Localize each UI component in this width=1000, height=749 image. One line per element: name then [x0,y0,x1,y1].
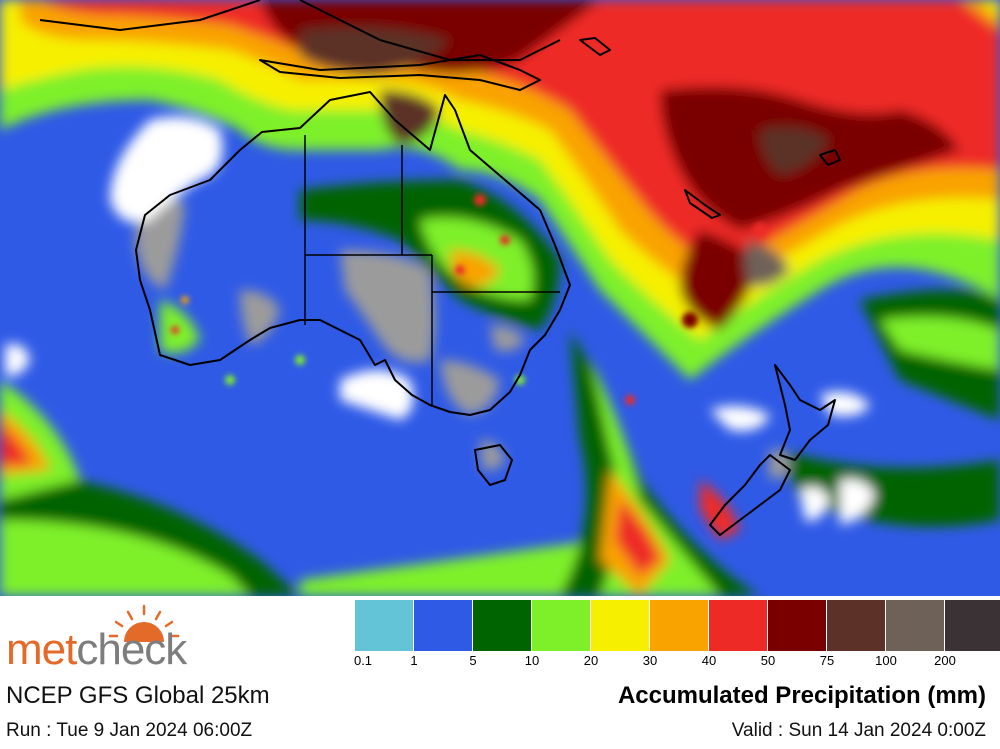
coastlines [39,0,841,536]
legend-swatch [945,600,1000,651]
nz-south-island [709,454,791,536]
legend-tick-label: 10 [524,653,540,668]
nz-north-island [774,364,836,461]
cell [682,312,698,328]
legend-swatches [355,600,1000,651]
legend-swatch [768,600,827,651]
cell [295,355,305,365]
logo-check: check [76,625,187,674]
logo-met: met [6,625,77,674]
sun-ray [114,620,124,628]
legend-swatch [709,600,768,651]
australia-coastline [135,91,571,416]
legend-ticks: 0.1 1 5 10 20 30 40 50 75 100 200 [353,651,1000,669]
cell [455,265,465,275]
color-legend: 0.1 1 5 10 20 30 40 50 75 100 200 [353,600,1000,669]
sun-icon [108,604,180,642]
cell [225,375,235,385]
run-label: Run : Tue 9 Jan 2024 06:00Z [6,720,253,741]
metcheck-logo: metcheck [4,604,234,674]
precip-field [0,0,1000,596]
cell [171,326,179,334]
footer: metcheck 0.1 1 5 10 20 30 40 50 75 100 200 NCEP GF… [0,596,1000,749]
precipitation-map-svg [0,0,1000,596]
sun-ray [164,620,174,628]
model-label: NCEP GFS Global 25km [6,682,270,709]
papua-coastline [259,54,541,91]
sun-disc [124,622,164,642]
legend-tick-label: 50 [760,653,776,668]
legend-swatch [886,600,945,651]
legend-tick-label: 0.1 [353,653,373,668]
sun-ray [126,610,134,621]
legend-tick-label: 40 [701,653,717,668]
cell [181,296,189,304]
legend-swatch [414,600,473,651]
legend-tick-label: 5 [469,653,477,668]
cell [500,235,510,245]
cell [474,194,486,206]
sun-ray [154,610,162,621]
island [684,189,721,219]
legend-swatch [827,600,886,651]
legend-swatch [650,600,709,651]
legend-swatch [591,600,650,651]
cell [625,395,635,405]
convective-cells [171,194,767,405]
legend-swatch [355,600,414,651]
map-title: Accumulated Precipitation (mm) [617,682,986,709]
tasmania-coastline [474,444,513,486]
legend-tick-label: 75 [819,653,835,668]
cell [753,223,767,237]
legend-tick-label: 20 [583,653,599,668]
logo-wordmark: metcheck [6,625,187,674]
legend-tick-label: 30 [642,653,658,668]
island [579,37,611,56]
legend-tick-label: 1 [410,653,418,668]
valid-label: Valid : Sun 14 Jan 2024 0:00Z [731,720,986,741]
legend-tick-label: 200 [934,653,956,668]
legend-swatch [532,600,591,651]
legend-tick-label: 100 [875,653,897,668]
legend-swatch [473,600,532,651]
island [819,149,841,166]
precipitation-map [0,0,1000,596]
